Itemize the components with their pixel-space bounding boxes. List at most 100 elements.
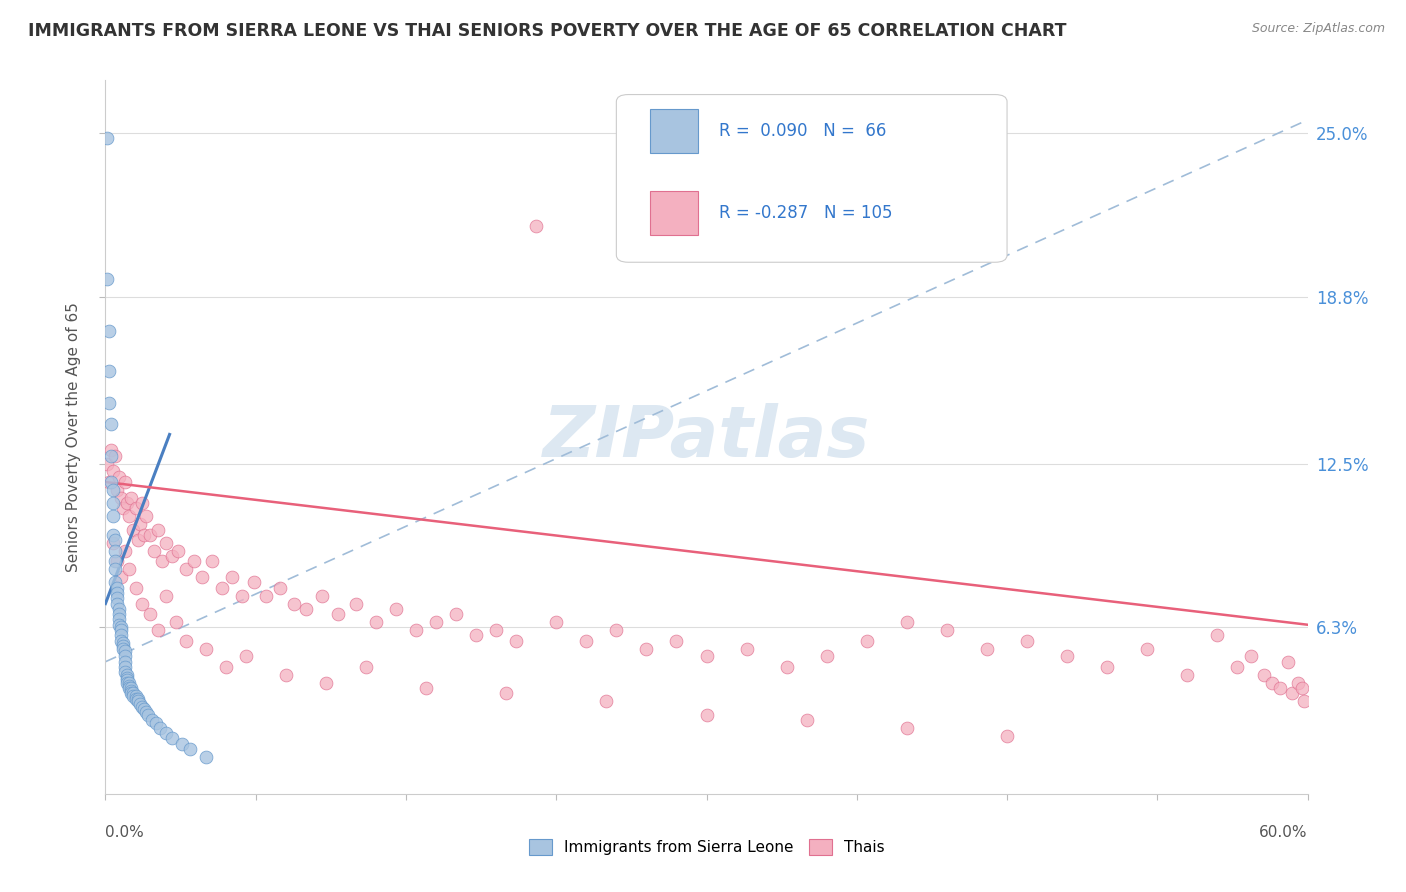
Point bbox=[135, 509, 157, 524]
Point bbox=[117, 668, 139, 682]
Point bbox=[104, 554, 127, 568]
Point bbox=[100, 449, 122, 463]
Point bbox=[1281, 686, 1303, 700]
Point bbox=[114, 543, 136, 558]
Point bbox=[128, 517, 150, 532]
Point bbox=[98, 364, 121, 378]
Point bbox=[100, 443, 122, 458]
Point bbox=[636, 641, 658, 656]
Point bbox=[595, 694, 617, 708]
Point bbox=[110, 633, 132, 648]
Point bbox=[118, 679, 141, 693]
Point bbox=[524, 219, 547, 233]
Point bbox=[1097, 660, 1119, 674]
Point bbox=[1260, 676, 1282, 690]
Point bbox=[1017, 633, 1039, 648]
Point bbox=[114, 649, 136, 664]
Point bbox=[124, 689, 146, 703]
Point bbox=[776, 660, 799, 674]
Point bbox=[665, 633, 688, 648]
Point bbox=[896, 721, 918, 735]
Point bbox=[405, 623, 427, 637]
Point bbox=[138, 528, 160, 542]
Legend: Immigrants from Sierra Leone, Thais: Immigrants from Sierra Leone, Thais bbox=[523, 833, 890, 861]
Point bbox=[132, 702, 155, 716]
Text: R =  0.090   N =  66: R = 0.090 N = 66 bbox=[718, 122, 886, 140]
Point bbox=[112, 641, 135, 656]
Point bbox=[166, 543, 188, 558]
Point bbox=[495, 686, 517, 700]
Point bbox=[425, 615, 447, 629]
Point bbox=[103, 528, 125, 542]
Point bbox=[114, 660, 136, 674]
Point bbox=[121, 686, 143, 700]
Point bbox=[110, 570, 132, 584]
Text: 60.0%: 60.0% bbox=[1260, 825, 1308, 840]
Point bbox=[385, 602, 408, 616]
Point bbox=[1253, 668, 1275, 682]
Point bbox=[108, 469, 131, 483]
Point bbox=[283, 597, 305, 611]
Point bbox=[122, 686, 145, 700]
Point bbox=[131, 699, 153, 714]
Text: Source: ZipAtlas.com: Source: ZipAtlas.com bbox=[1251, 22, 1385, 36]
Point bbox=[165, 615, 187, 629]
Point bbox=[110, 491, 132, 505]
Point bbox=[118, 676, 141, 690]
Point bbox=[103, 536, 125, 550]
Point bbox=[1292, 694, 1315, 708]
Point bbox=[103, 509, 125, 524]
Point bbox=[201, 554, 224, 568]
Point bbox=[104, 449, 127, 463]
Point bbox=[100, 417, 122, 431]
Point bbox=[344, 597, 367, 611]
Point bbox=[96, 271, 118, 285]
Point bbox=[295, 602, 318, 616]
Point bbox=[183, 554, 205, 568]
Point bbox=[235, 649, 257, 664]
Point bbox=[117, 496, 139, 510]
Point bbox=[546, 615, 568, 629]
Point bbox=[605, 623, 627, 637]
Point bbox=[98, 395, 121, 409]
Point bbox=[315, 676, 337, 690]
Point bbox=[179, 742, 201, 756]
Point bbox=[112, 501, 135, 516]
Point bbox=[96, 131, 118, 145]
Point bbox=[231, 589, 253, 603]
Bar bbox=[650, 109, 699, 153]
Point bbox=[108, 602, 131, 616]
Text: ZIPatlas: ZIPatlas bbox=[543, 402, 870, 472]
Point bbox=[108, 607, 131, 622]
Point bbox=[174, 633, 197, 648]
Point bbox=[103, 465, 125, 479]
Point bbox=[142, 543, 165, 558]
Point bbox=[254, 589, 277, 603]
Point bbox=[976, 641, 998, 656]
Point bbox=[127, 533, 149, 548]
Point bbox=[896, 615, 918, 629]
Point bbox=[575, 633, 598, 648]
Point bbox=[100, 475, 122, 489]
Bar bbox=[650, 191, 699, 235]
Point bbox=[98, 324, 121, 338]
Point bbox=[98, 475, 121, 489]
Point bbox=[127, 694, 149, 708]
Point bbox=[118, 562, 141, 576]
Point bbox=[103, 496, 125, 510]
Point bbox=[855, 633, 877, 648]
Point bbox=[214, 660, 236, 674]
FancyBboxPatch shape bbox=[616, 95, 1007, 262]
Point bbox=[505, 633, 527, 648]
Point bbox=[121, 683, 143, 698]
Point bbox=[124, 501, 146, 516]
Point bbox=[104, 543, 127, 558]
Point bbox=[121, 491, 143, 505]
Point bbox=[131, 597, 153, 611]
Point bbox=[796, 713, 818, 727]
Point bbox=[107, 483, 129, 497]
Point bbox=[269, 581, 291, 595]
Point bbox=[194, 641, 217, 656]
Point bbox=[127, 691, 149, 706]
Point bbox=[141, 713, 163, 727]
